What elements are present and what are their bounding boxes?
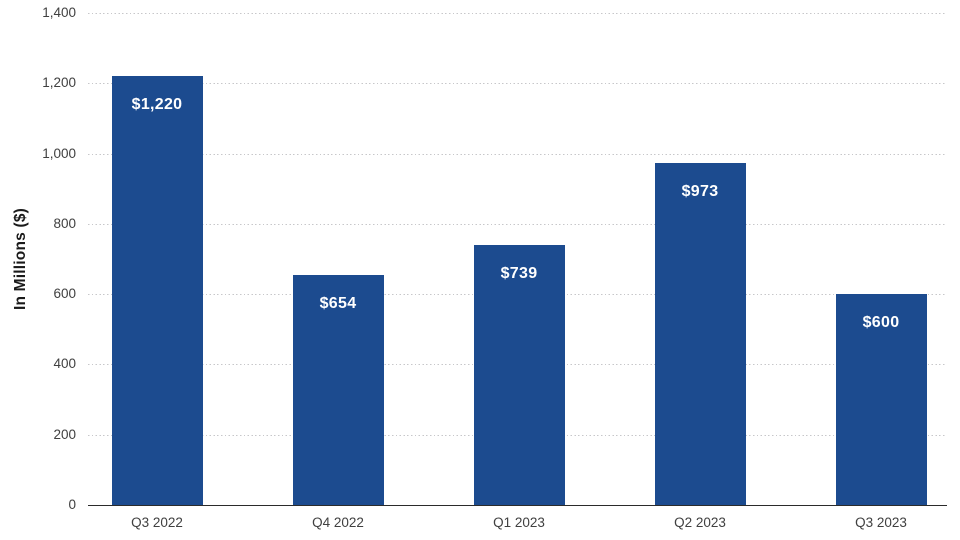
bar: $600 <box>835 294 927 505</box>
bar-value-label: $1,220 <box>131 96 183 114</box>
y-tick-label: 1,400 <box>42 5 76 20</box>
y-tick-label: 1,200 <box>42 75 76 91</box>
bar: $1,220 <box>111 76 203 505</box>
y-tick-label: 1,000 <box>42 145 76 161</box>
bar-value-label: $600 <box>862 314 900 332</box>
gridline <box>88 83 947 85</box>
gridline <box>88 153 947 155</box>
x-tick-label: Q3 2022 <box>131 515 183 530</box>
y-tick-label: 0 <box>68 497 76 512</box>
x-tick-label: Q4 2022 <box>312 515 364 530</box>
bar: $654 <box>292 275 384 505</box>
bar-value-label: $973 <box>681 183 719 201</box>
y-tick-label: 200 <box>53 426 76 442</box>
y-tick-label: 400 <box>53 356 76 372</box>
bar: $973 <box>654 163 746 505</box>
bar-value-label: $739 <box>500 265 538 283</box>
x-tick-label: Q1 2023 <box>493 515 545 530</box>
y-tick-label: 600 <box>53 286 76 302</box>
gridline <box>88 13 947 14</box>
x-tick-label: Q3 2023 <box>855 515 907 530</box>
x-axis-line <box>88 505 947 506</box>
x-tick-label: Q2 2023 <box>674 515 726 530</box>
bar: $739 <box>473 245 565 505</box>
bar-value-label: $654 <box>319 295 357 313</box>
y-tick-label: 800 <box>53 215 76 231</box>
gridline <box>88 223 947 225</box>
